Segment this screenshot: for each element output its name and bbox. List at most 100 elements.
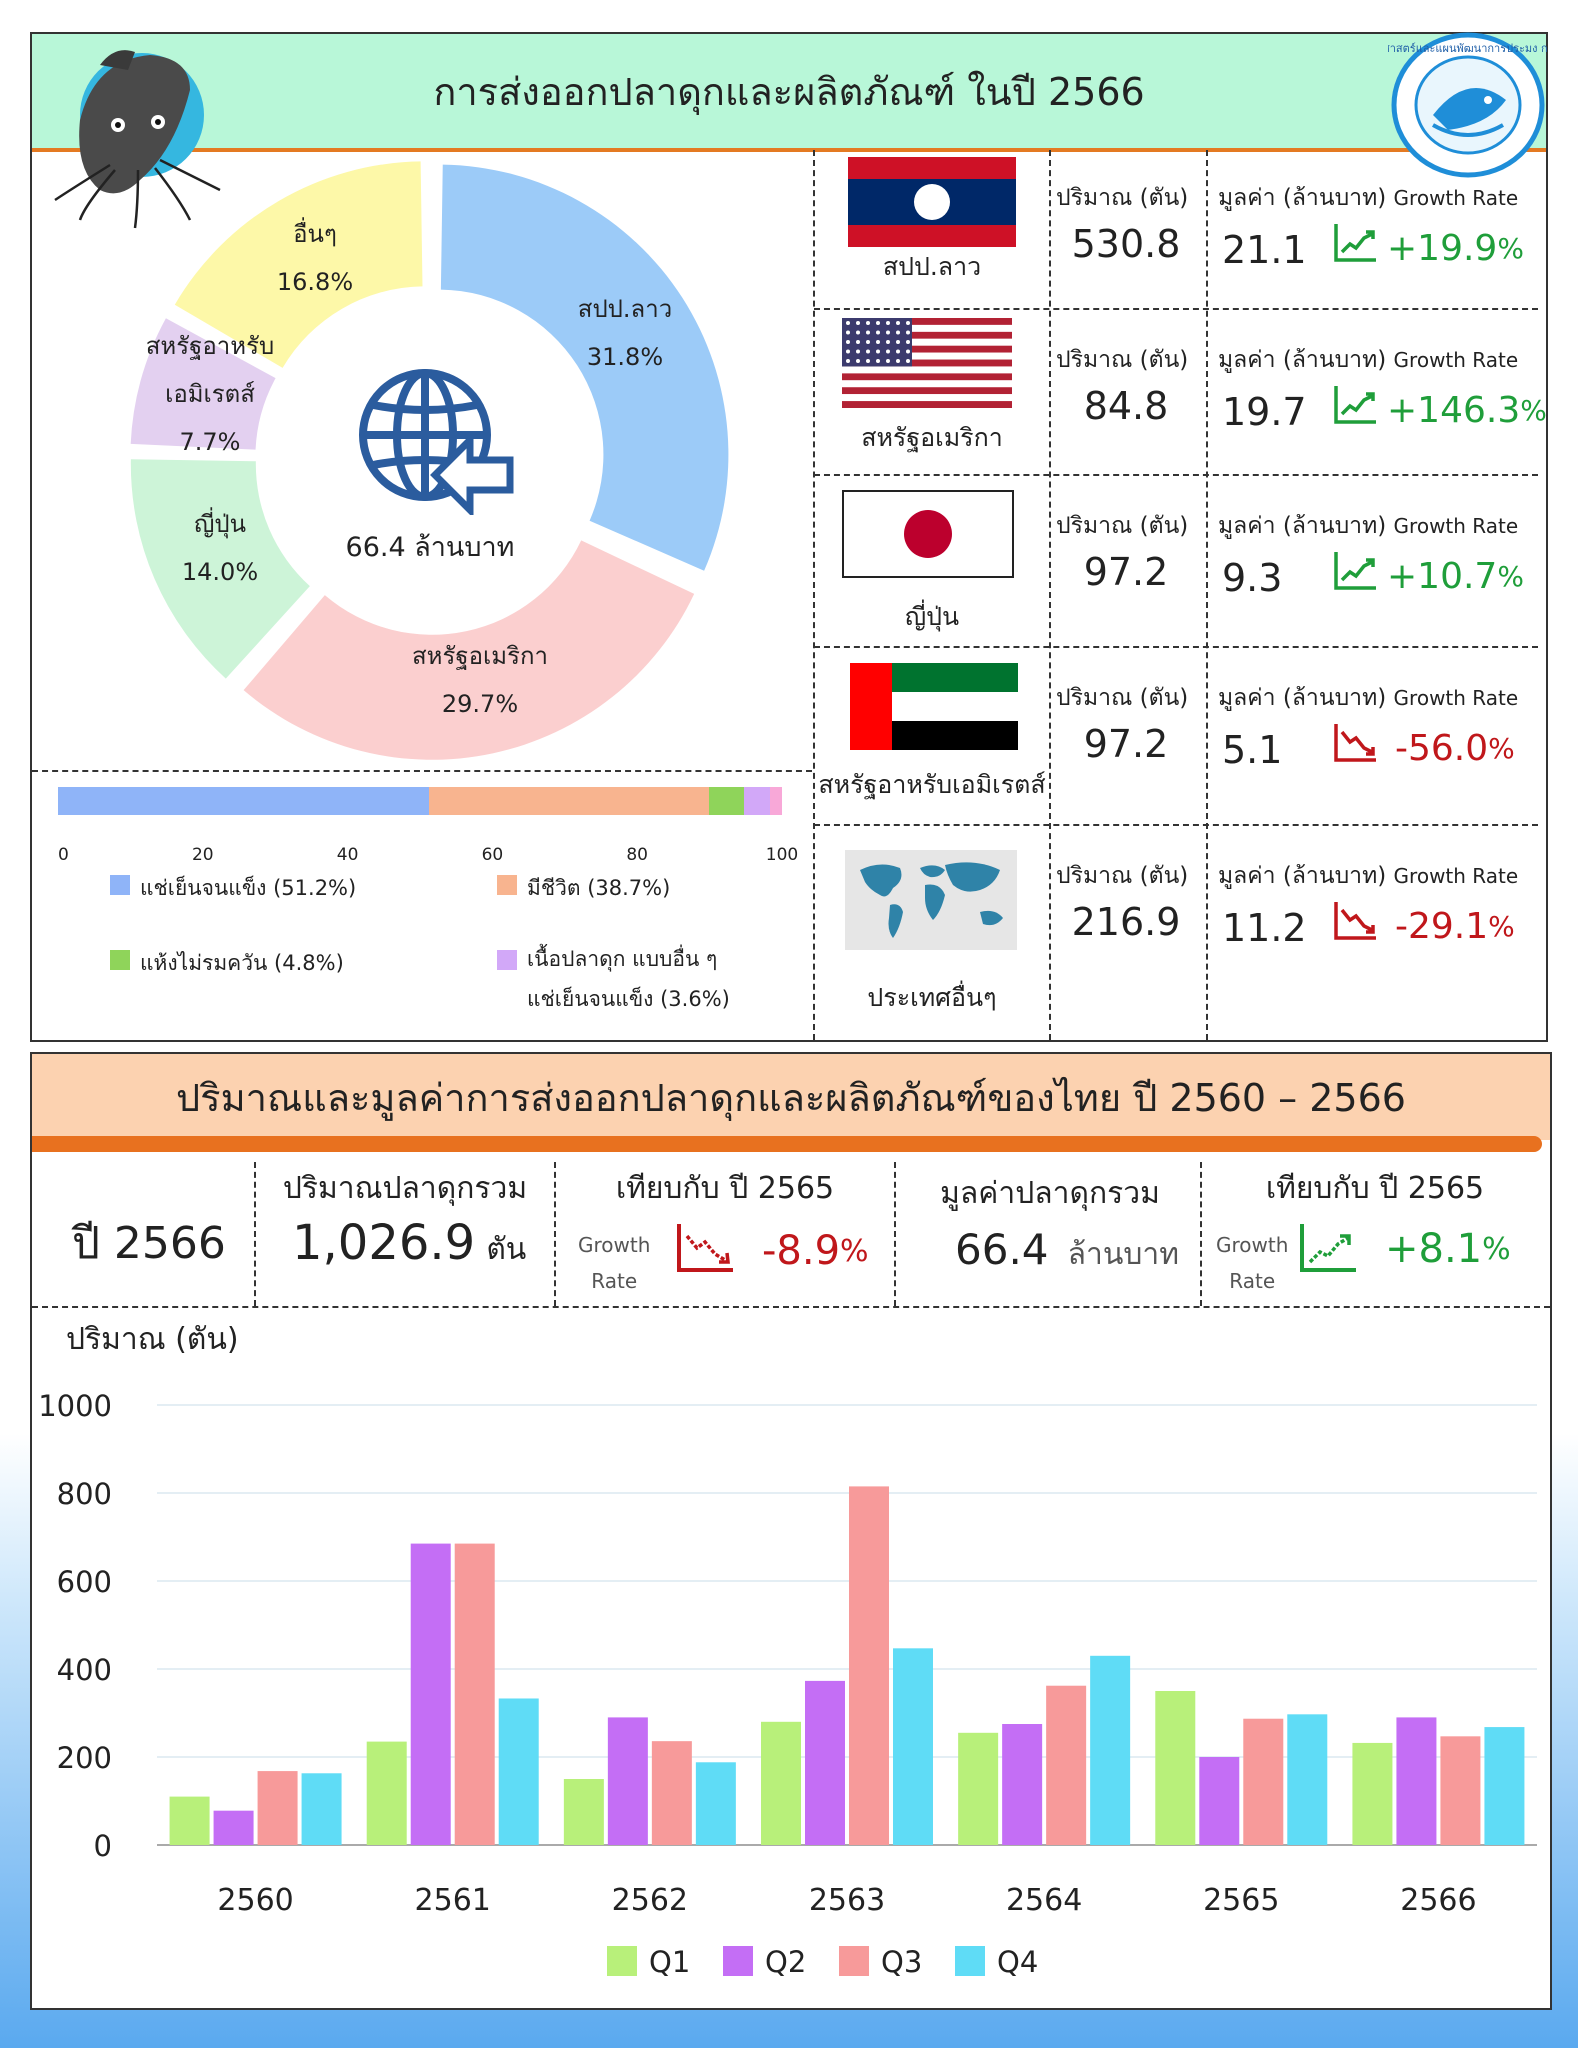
bar-2563-Q4 [893,1648,933,1845]
legend-swatch-Q4 [955,1946,985,1976]
donut-label-pct: 16.8% [276,268,354,296]
total-val: 66.4 ล้านบาท [955,1225,1179,1278]
total-val-label: มูลค่าปลาดุกรวม [940,1176,1160,1211]
stacked-segment-3 [743,787,770,815]
bar-2561-Q2 [410,1543,451,1845]
table-divider-mid [1049,150,1051,1040]
bottom-title-underline [32,1136,1542,1152]
value-growth-header: มูลค่า (ล้านบาท) Growth Rate [1218,680,1518,716]
legend-dried: แห้งไม่รมควัน (4.8%) [110,947,344,980]
country-name: ประเทศอื่นๆ [867,983,997,1012]
x-tick-label: 2565 [1203,1883,1279,1918]
trend-up-icon [1334,552,1376,590]
bar-2566-Q2 [1396,1717,1437,1845]
rate-word: Rate [1229,1269,1276,1293]
stacked-segment-1 [428,787,709,815]
bar-2562-Q1 [563,1779,604,1845]
qty-header: ปริมาณ (ตัน) [1056,685,1189,711]
legend-swatch [110,950,130,970]
top-title-bar: การส่งออกปลาดุกและผลิตภัณฑ์ ในปี 2566 [32,34,1546,152]
axis-tick-label: 60 [481,845,504,865]
val-growth: +8.1% [1385,1226,1511,1272]
pct-sign: % [1482,1231,1511,1267]
y-tick-label: 600 [57,1565,112,1599]
value-header: มูลค่า (ล้านบาท) [1218,685,1394,711]
country-value: 19.7 [1222,390,1307,434]
total-qty: 1,026.9 ตัน [292,1215,526,1273]
value-growth-header: มูลค่า (ล้านบาท) Growth Rate [1218,180,1518,216]
country-growth: +10.7% [1387,556,1524,597]
donut-center-value: 66.4 ล้านบาท [345,532,515,563]
y-tick-label: 200 [57,1741,112,1775]
table-divider-right [1206,150,1208,1040]
bar-2565-Q1 [1155,1691,1196,1845]
bottom-title: ปริมาณและมูลค่าการส่งออกปลาดุกและผลิตภัณ… [176,1075,1406,1120]
country-qty: 97.2 [1083,550,1169,594]
axis-tick-label: 20 [191,845,214,865]
growth-header: Growth Rate [1393,686,1519,710]
uae-flag-icon [850,663,1018,750]
donut-label-name: ญี่ปุ่น [193,510,247,538]
country-growth-value: -56.0 [1395,728,1489,769]
qty-header: ปริมาณ (ตัน) [1056,513,1189,539]
y-tick-label: 800 [57,1477,112,1511]
qty-header: ปริมาณ (ตัน) [1056,863,1189,889]
donut-label-name: สหรัฐอเมริกา [412,642,548,670]
laos-flag-icon [848,157,1016,247]
qty-growth-value: -8.9 [762,1228,841,1274]
bar-2564-Q4 [1090,1655,1131,1845]
axis-tick-label: 0 [58,845,69,865]
stacked-segment-4 [769,787,782,815]
bar-2563-Q3 [849,1486,889,1845]
qty-compare-label: เทียบกับ ปี 2565 [615,1171,835,1206]
bar-2560-Q1 [169,1796,210,1845]
donut-slice-1 [243,540,695,760]
donut-label-name2: เอมิเรตส์ [165,380,255,408]
country-qty: 216.9 [1071,900,1181,944]
stacked-segment-2 [708,787,744,815]
legend-live: มีชีวิต (38.7%) [497,872,670,905]
bar-2563-Q2 [805,1680,845,1845]
summary-divider-1 [254,1162,256,1306]
country-name: ญี่ปุ่น [904,602,960,631]
bar-2564-Q3 [1046,1685,1087,1845]
legend-swatch [497,875,517,895]
pct-sign: % [1497,560,1524,593]
growth-header: Growth Rate [1393,864,1519,888]
country-value: 11.2 [1222,906,1307,950]
pct-sign: % [840,1233,869,1269]
country-value: 21.1 [1222,228,1307,272]
country-growth: +146.3% [1387,390,1547,431]
x-tick-label: 2566 [1400,1883,1476,1918]
total-qty-value: 1,026.9 [292,1215,476,1271]
export-share-donut [130,161,729,760]
usa-flag-icon [842,318,1012,408]
legend-label: แช่เย็นจนแข็ง (51.2%) [140,876,357,900]
bar-2561-Q1 [366,1741,407,1845]
qty-header: ปริมาณ (ตัน) [1056,347,1189,373]
department-logo: กองยุทธศาสตร์และแผนพัฒนาการประมง กรมประม… [1388,32,1548,178]
quarterly-bar-chart: 0 200 400 600 800 1000 2560 2561 2562 2563 2564 256… [38,1389,1537,1979]
summary-divider-3 [894,1162,896,1306]
qty-growth: -8.9% [762,1228,869,1274]
total-qty-unit: ตัน [486,1232,527,1267]
axis-tick-label: 80 [626,845,649,865]
country-row-divider [814,308,1538,310]
growth-word: Growth [1216,1233,1289,1257]
growth-header: Growth Rate [1393,348,1519,372]
summary-divider-4 [1200,1162,1202,1306]
x-tick-label: 2564 [1006,1883,1082,1918]
donut-label-uae: สหรัฐอาหรับ เอมิเรตส์ 7.7% [130,322,290,466]
legend-label-2: แช่เย็นจนแข็ง (3.6%) [527,987,730,1011]
legend-label: แห้งไม่รมควัน (4.8%) [140,951,344,975]
bar-2565-Q2 [1199,1757,1240,1845]
table-divider-left [813,150,815,1040]
x-tick-label: 2562 [612,1883,688,1918]
donut-label-usa: สหรัฐอเมริกา 29.7% [380,632,580,728]
legend-label: มีชีวิต (38.7%) [527,876,671,900]
bar-2565-Q4 [1287,1714,1328,1845]
x-tick-label: 2563 [809,1883,885,1918]
bar-2562-Q2 [607,1717,648,1845]
trend-up-icon [1300,1224,1356,1272]
bar-2566-Q4 [1484,1727,1525,1845]
